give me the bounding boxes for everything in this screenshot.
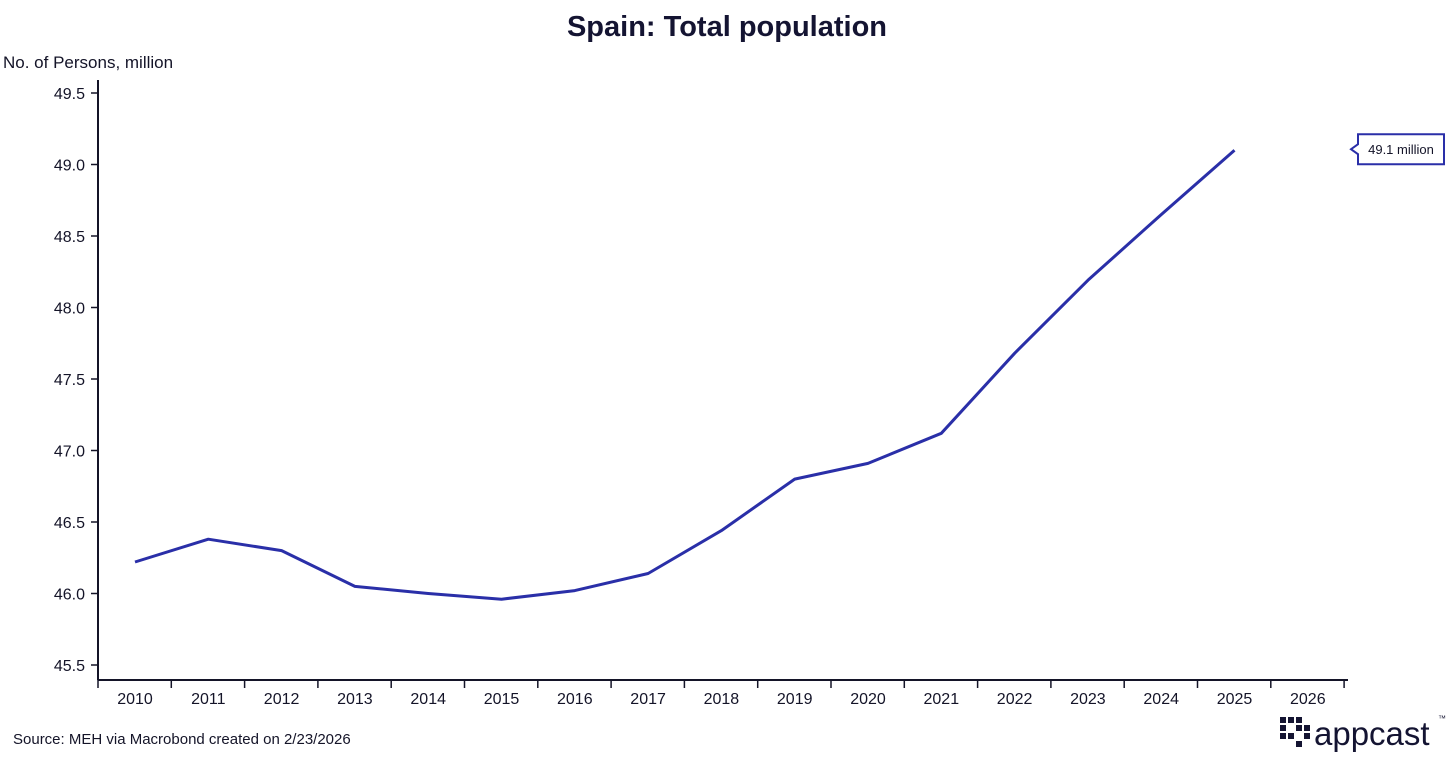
source-note: Source: MEH via Macrobond created on 2/2… [13,731,351,748]
x-axis-ticks: 2010 2011 2012 2013 2014 2015 2016 2017 2018 2019… [97,680,1345,708]
y-tick-label: 49.0 [54,158,85,175]
x-tick-label: 2018 [704,691,740,708]
x-tick-label: 2013 [337,691,373,708]
x-tick-label: 2019 [777,691,813,708]
population-series-line [134,149,1236,601]
x-tick-label: 2026 [1290,691,1326,708]
value-callout: 49.1 million [1349,133,1445,166]
x-tick-label: 2012 [264,691,300,708]
x-tick-label: 2021 [924,691,960,708]
x-tick-label: 2014 [410,691,446,708]
x-tick-label: 2020 [850,691,886,708]
x-tick-label: 2011 [191,691,226,708]
x-tick-label: 2015 [484,691,520,708]
callout-box [1349,133,1445,166]
chart-title: Spain: Total population [567,11,887,43]
x-tick-label: 2024 [1143,691,1179,708]
logo-trademark: ™ [1438,714,1446,723]
x-tick-label: 2010 [117,691,153,708]
logo-wordmark: appcast [1314,715,1430,752]
x-tick-label: 2023 [1070,691,1106,708]
x-tick-label: 2025 [1217,691,1253,708]
y-tick-label: 48.0 [54,301,85,318]
callout-text: 49.1 million [1368,142,1434,157]
y-tick-label: 49.5 [54,86,85,103]
y-tick-label: 46.5 [54,515,85,532]
y-axis-label: No. of Persons, million [3,53,173,72]
y-tick-label: 47.5 [54,372,85,389]
x-tick-label: 2017 [630,691,666,708]
appcast-logo: appcast ™ [1280,714,1446,752]
y-tick-label: 46.0 [54,587,85,604]
y-axis-ticks: 45.5 46.0 46.5 47.0 47.5 48.0 48.5 49.0 49.5 [54,86,98,675]
y-tick-label: 47.0 [54,444,85,461]
x-tick-label: 2016 [557,691,593,708]
appcast-dots-icon [1280,717,1310,747]
y-tick-label: 45.5 [54,658,85,675]
x-tick-label: 2022 [997,691,1033,708]
y-tick-label: 48.5 [54,229,85,246]
